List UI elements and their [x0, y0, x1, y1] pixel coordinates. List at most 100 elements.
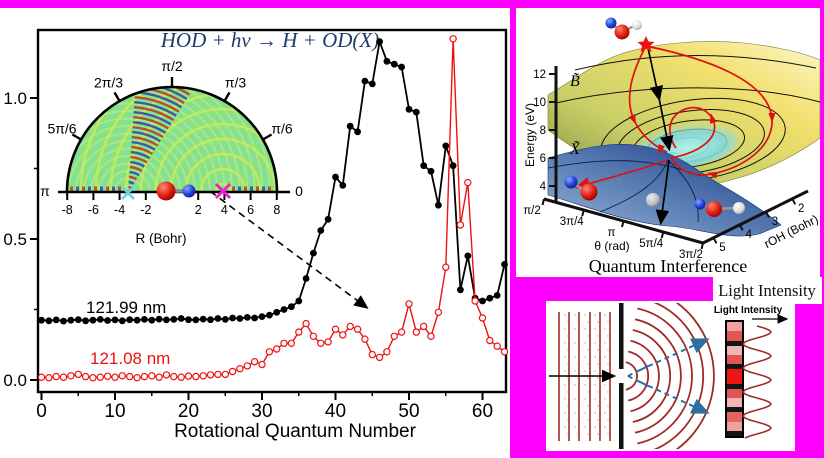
data-point [126, 316, 134, 324]
series-label-red: 121.08 nm [90, 349, 170, 368]
screen-fringe [727, 412, 742, 422]
barrier-bottom [619, 383, 624, 449]
data-point [442, 263, 450, 271]
data-point [412, 108, 420, 116]
x-tick-label: 50 [398, 401, 419, 422]
data-point [493, 342, 501, 350]
data-point [375, 353, 384, 362]
theta-tick-label: 3π/2 [679, 249, 703, 261]
screen-fringe [727, 341, 742, 346]
data-point [199, 372, 207, 380]
screen-fringe [727, 407, 742, 412]
data-point [206, 371, 215, 379]
data-point [89, 374, 97, 382]
x-tick-label: 10 [104, 401, 125, 422]
data-point [52, 372, 60, 381]
data-point [103, 372, 112, 380]
data-point [74, 370, 83, 379]
data-point [250, 358, 259, 366]
data-point [309, 332, 318, 340]
data-point [67, 316, 75, 324]
data-point [38, 316, 45, 324]
data-point [302, 275, 310, 282]
surface-caption: Quantum Interference [589, 256, 747, 276]
screen-fringe [727, 346, 742, 355]
x-tick-label: 0 [36, 401, 47, 422]
data-point [141, 316, 148, 323]
data-point [170, 372, 178, 381]
data-point [471, 297, 479, 305]
inset-r-tick-label: 2 [195, 203, 202, 217]
plot-title: HOD + hν → H + OD(X) [160, 28, 379, 52]
data-point [464, 178, 472, 187]
barrier-top [619, 303, 624, 369]
y-tick-label: 0.5 [3, 230, 27, 249]
data-point [361, 335, 369, 343]
energy-tick-label: 12 [533, 69, 546, 81]
data-point [383, 57, 391, 65]
data-point [397, 328, 406, 336]
inset-angle-label: 0 [295, 183, 303, 199]
data-point [258, 360, 266, 369]
data-point [45, 317, 53, 325]
screen-fringe [727, 355, 742, 364]
energy-axis-label: Energy (eV) [523, 103, 537, 167]
data-point [478, 314, 487, 322]
data-point [295, 297, 303, 305]
data-point [133, 316, 141, 324]
inner-intensity-label: Light Intensity [714, 305, 783, 316]
data-point [163, 316, 170, 324]
data-point [60, 317, 67, 325]
data-point [184, 372, 193, 380]
data-point [170, 316, 178, 323]
series-12199 [38, 38, 508, 325]
data-point [302, 319, 310, 328]
outer-intensity-label: Light Intensity [718, 281, 816, 300]
data-point [354, 128, 361, 136]
data-point [361, 77, 369, 85]
data-point [177, 373, 185, 381]
theta-tick-label: π/2 [523, 205, 541, 217]
x-tick-label: 60 [472, 401, 493, 422]
x-tick-label: 20 [178, 401, 199, 422]
data-point [456, 221, 465, 229]
data-point [214, 315, 222, 322]
x-axis-title: Rotational Quantum Number [174, 421, 417, 442]
series-label-black: 121.99 nm [86, 298, 166, 317]
oxygen-atom [156, 181, 176, 201]
data-point [287, 339, 296, 347]
data-point [434, 308, 443, 316]
data-point [280, 339, 288, 347]
deuterium-atom [182, 184, 196, 198]
data-point [390, 332, 398, 340]
inset-r-tick-label: -8 [62, 203, 73, 217]
energy-tick-label: 6 [540, 153, 546, 165]
data-point [449, 35, 457, 43]
data-point [412, 328, 420, 336]
data-point [331, 325, 340, 333]
data-point [479, 297, 486, 305]
chart-series [37, 35, 509, 382]
od-molecule [564, 175, 598, 201]
series-12108 [37, 35, 509, 382]
light-intensity-caption-box: Light Intensity [713, 277, 822, 304]
od-plus-h-fragments [694, 198, 745, 217]
intensity-curve [741, 325, 773, 439]
inset-r-tick-label: -6 [88, 203, 99, 217]
roh-tick-label: 3 [772, 216, 778, 228]
data-point [236, 365, 244, 373]
inset-angle-label: π/2 [161, 58, 183, 74]
data-point [310, 249, 317, 257]
data-point [214, 370, 222, 379]
data-point [118, 317, 126, 325]
data-point [280, 306, 288, 313]
screen-fringe [727, 331, 742, 341]
inset-r-tick-label: 8 [273, 203, 280, 217]
data-point [383, 348, 391, 356]
data-point [324, 215, 332, 223]
data-point [273, 308, 281, 316]
data-point [398, 63, 405, 71]
cyan-cross-marker [121, 186, 135, 200]
data-point [332, 173, 339, 181]
